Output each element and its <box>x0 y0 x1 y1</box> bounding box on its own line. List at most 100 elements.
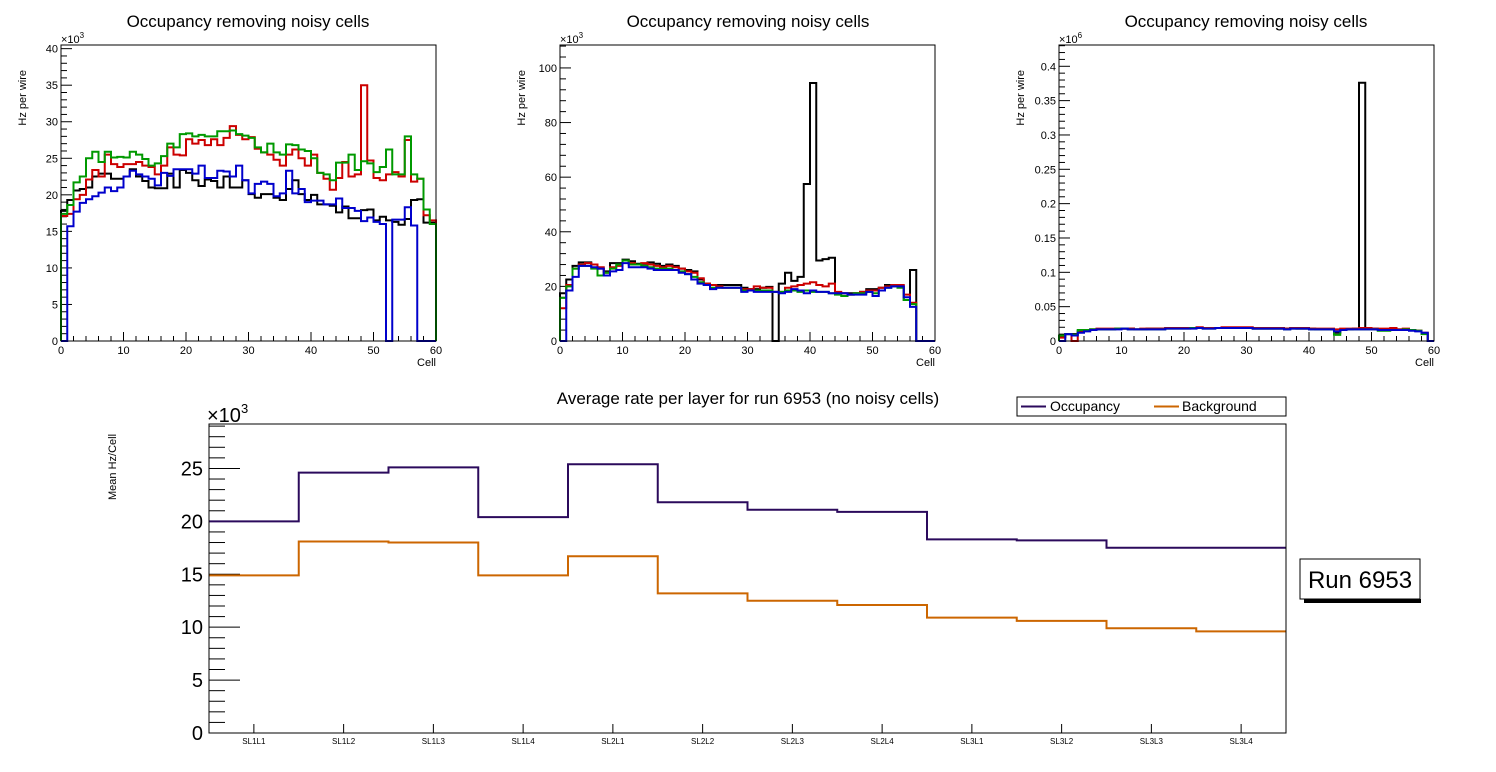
y-tick-label: 0 <box>52 336 58 348</box>
y-tick-label: 15 <box>46 226 58 238</box>
panel-2-title: Occupancy removing noisy cells <box>627 12 870 31</box>
y-tick-label: 0.35 <box>1035 96 1056 108</box>
x-tick-label: 60 <box>929 345 941 357</box>
panel-average-rate: Average rate per layer for run 6953 (no … <box>107 389 1421 746</box>
x-category-label: SL1L3 <box>422 737 446 746</box>
x-tick-label: 20 <box>1178 345 1190 357</box>
panel-3-ylabel: Hz per wire <box>1015 70 1027 126</box>
panel-1-frame <box>60 44 437 342</box>
histogram-green <box>60 129 437 341</box>
run-label-frame <box>1299 558 1421 600</box>
panel-2-frame <box>559 44 936 342</box>
y-tick-label: 20 <box>46 190 58 202</box>
y-tick-label: 20 <box>181 511 203 533</box>
histogram-blue <box>1059 326 1434 342</box>
y-tick-label: 5 <box>192 670 203 692</box>
x-tick-label: 10 <box>1115 345 1127 357</box>
x-category-label: SL3L3 <box>1140 737 1164 746</box>
x-category-label: SL1L2 <box>332 737 356 746</box>
panel-2-xlabel: Cell <box>916 357 935 369</box>
histogram-black <box>60 168 437 341</box>
run-label-text: Run 6953 <box>1308 567 1412 594</box>
run-label-box: Run 6953 <box>1299 558 1421 603</box>
x-tick-label: 0 <box>557 345 563 357</box>
y-tick-label: 40 <box>46 44 58 56</box>
panel-3-mult-base: ×10 <box>1059 34 1078 46</box>
bottom-series <box>209 463 1286 633</box>
histogram-red <box>60 84 437 341</box>
y-tick-label: 10 <box>181 617 203 639</box>
x-tick-label: 30 <box>1240 345 1252 357</box>
legend: Occupancy Background <box>1016 396 1287 417</box>
histogram-blue <box>560 262 935 342</box>
x-category-label: SL2L1 <box>601 737 625 746</box>
svg-text:×103: ×103 <box>207 401 248 427</box>
x-tick-label: 50 <box>1365 345 1377 357</box>
panel-2-ylabel: Hz per wire <box>516 70 528 126</box>
panel-2-mult-base: ×10 <box>560 34 579 46</box>
histogram-black <box>559 81 935 342</box>
y-tick-label: 25 <box>181 458 203 480</box>
panel-1-xlabel: Cell <box>417 357 436 369</box>
x-category-label: SL3L1 <box>960 737 984 746</box>
bottom-title: Average rate per layer for run 6953 (no … <box>557 389 939 408</box>
y-tick-label: 60 <box>545 172 557 184</box>
x-tick-label: 40 <box>305 345 317 357</box>
x-category-label: SL3L4 <box>1230 737 1254 746</box>
panel-1-multiplier: ×103 <box>61 31 85 46</box>
bottom-mult-exp: 3 <box>241 401 248 416</box>
panel-1-title: Occupancy removing noisy cells <box>127 12 370 31</box>
panel-3-mult-exp: 6 <box>1078 31 1083 40</box>
panel-1-mult-exp: 3 <box>80 31 85 40</box>
run-label-shadow <box>1304 599 1421 603</box>
x-category-label: SL2L3 <box>781 737 805 746</box>
histogram-blue <box>61 164 436 342</box>
x-category-label: SL2L2 <box>691 737 715 746</box>
x-tick-label: 20 <box>679 345 691 357</box>
y-tick-label: 10 <box>46 263 58 275</box>
panel-3-title: Occupancy removing noisy cells <box>1125 12 1368 31</box>
x-category-label: SL3L2 <box>1050 737 1074 746</box>
series-line-background <box>209 540 1286 633</box>
bottom-frame <box>208 423 1287 734</box>
x-category-label: SL2L4 <box>871 737 895 746</box>
y-tick-label: 5 <box>52 299 58 311</box>
panel-2-multiplier: ×103 <box>560 31 584 46</box>
panel-3-xlabel: Cell <box>1415 357 1434 369</box>
y-tick-label: 0.15 <box>1035 233 1056 245</box>
legend-label-background: Background <box>1182 398 1257 414</box>
x-tick-label: 30 <box>741 345 753 357</box>
x-tick-label: 40 <box>804 345 816 357</box>
bottom-ticks: 0 5 10 15 20 25 SL1L1 SL1L2 SL1L3 SL1L4 SL2L1 SL2L2… <box>181 425 1254 746</box>
y-tick-label: 0.25 <box>1035 164 1056 176</box>
svg-text:×106: ×106 <box>1059 31 1083 46</box>
panel-1-ticks: 0 5 10 15 20 25 30 35 40 0 10 20 30 40 50 60 <box>46 44 442 357</box>
panel-2-series <box>559 81 935 342</box>
panel-1-series <box>60 84 437 342</box>
histogram-red <box>559 259 935 342</box>
panel-3: Occupancy removing noisy cells Hz per wi… <box>1015 12 1440 369</box>
x-tick-label: 50 <box>367 345 379 357</box>
x-tick-label: 10 <box>616 345 628 357</box>
y-tick-label: 100 <box>539 63 557 75</box>
legend-label-occupancy: Occupancy <box>1050 398 1120 414</box>
y-tick-label: 0.4 <box>1041 61 1056 73</box>
x-category-label: SL1L1 <box>242 737 266 746</box>
svg-text:×103: ×103 <box>61 31 85 46</box>
panel-1-ylabel: Hz per wire <box>17 70 29 126</box>
bottom-multiplier: ×103 <box>207 401 248 427</box>
x-tick-label: 0 <box>58 345 64 357</box>
y-tick-label: 0 <box>1050 336 1056 348</box>
panel-2: Occupancy removing noisy cells Hz per wi… <box>516 12 941 369</box>
panel-3-frame <box>1058 44 1435 342</box>
panel-3-series <box>1058 81 1434 342</box>
series-line-occupancy <box>209 463 1286 549</box>
y-tick-label: 80 <box>545 118 557 130</box>
y-tick-label: 25 <box>46 153 58 165</box>
y-tick-label: 20 <box>545 281 557 293</box>
panel-2-mult-exp: 3 <box>579 31 584 40</box>
y-tick-label: 0.05 <box>1035 302 1056 314</box>
svg-text:×103: ×103 <box>560 31 584 46</box>
bottom-ylabel: Mean Hz/Cell <box>107 434 119 500</box>
